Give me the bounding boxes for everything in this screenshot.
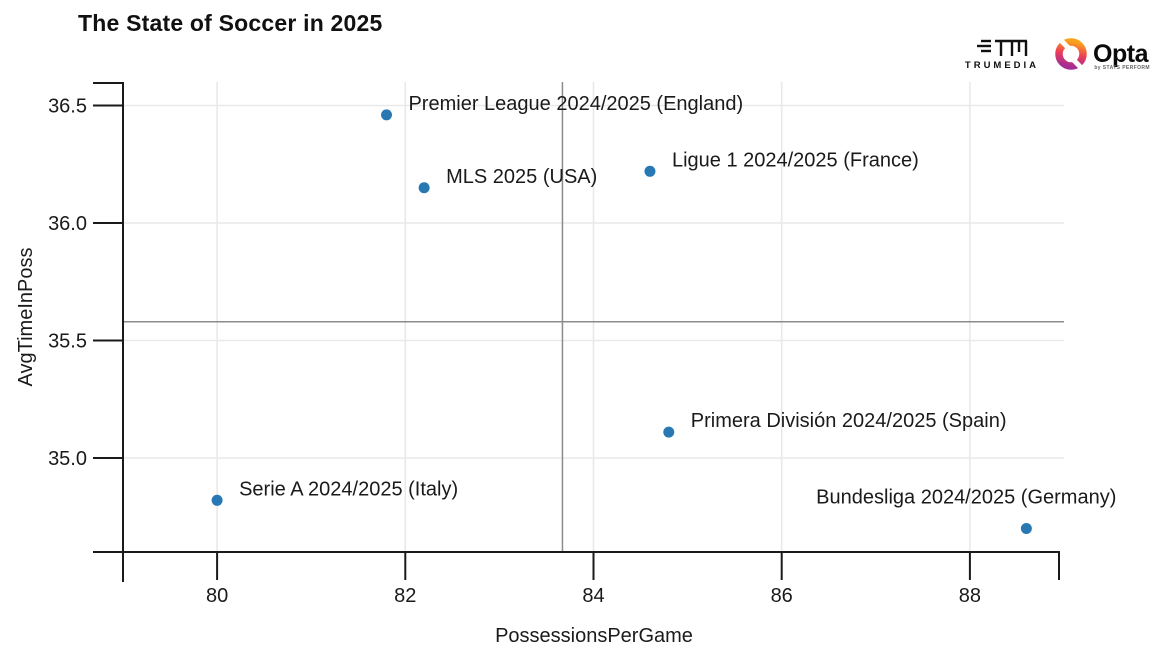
point-label-2: Ligue 1 2024/2025 (France) — [672, 149, 919, 171]
opta-label: Opta — [1093, 39, 1148, 68]
point-label-3: Primera División 2024/2025 (Spain) — [691, 410, 1007, 432]
data-points — [211, 109, 1032, 534]
gridlines — [123, 82, 1064, 552]
point-labels: Premier League 2024/2025 (England) MLS 20… — [239, 93, 1116, 509]
x-tick-label: 86 — [771, 585, 793, 607]
trumedia-icon — [976, 39, 1028, 56]
axes: 80 82 84 86 88 35.0 35.5 36.0 36.5 — [48, 82, 1060, 607]
data-point-1[interactable] — [418, 182, 430, 194]
y-axis-title: AvgTimeInPoss — [15, 248, 37, 387]
point-label-1: MLS 2025 (USA) — [446, 166, 597, 188]
opta-sublabel: by STATS PERFORM — [1094, 65, 1150, 71]
branding-area: TRUMEDIA Opta by STATS PERFORM — [965, 36, 1150, 72]
data-point-4[interactable] — [211, 494, 223, 506]
x-axis-title: PossessionsPerGame — [495, 625, 693, 647]
point-label-5: Bundesliga 2024/2025 (Germany) — [816, 487, 1116, 509]
opta-logo: Opta by STATS PERFORM — [1055, 36, 1150, 72]
point-label-0: Premier League 2024/2025 (England) — [408, 93, 743, 115]
x-tick-label: 82 — [394, 585, 416, 607]
trumedia-logo: TRUMEDIA — [965, 37, 1039, 71]
data-point-5[interactable] — [1020, 523, 1032, 534]
x-tick-label: 84 — [582, 585, 604, 607]
y-tick-label: 35.5 — [48, 331, 87, 353]
y-tick-label: 35.0 — [48, 448, 87, 470]
data-point-0[interactable] — [380, 109, 392, 121]
trumedia-label: TRUMEDIA — [964, 60, 1040, 71]
y-tick-label: 36.0 — [48, 213, 87, 235]
data-point-3[interactable] — [663, 426, 675, 438]
x-tick-label: 88 — [959, 585, 981, 607]
page-title: The State of Soccer in 2025 — [78, 10, 383, 36]
point-label-4: Serie A 2024/2025 (Italy) — [239, 478, 458, 500]
opta-ring-icon — [1055, 37, 1087, 71]
y-tick-label: 36.5 — [48, 96, 87, 118]
reference-lines — [123, 82, 1064, 552]
data-point-2[interactable] — [644, 165, 656, 177]
x-tick-label: 80 — [206, 585, 228, 607]
